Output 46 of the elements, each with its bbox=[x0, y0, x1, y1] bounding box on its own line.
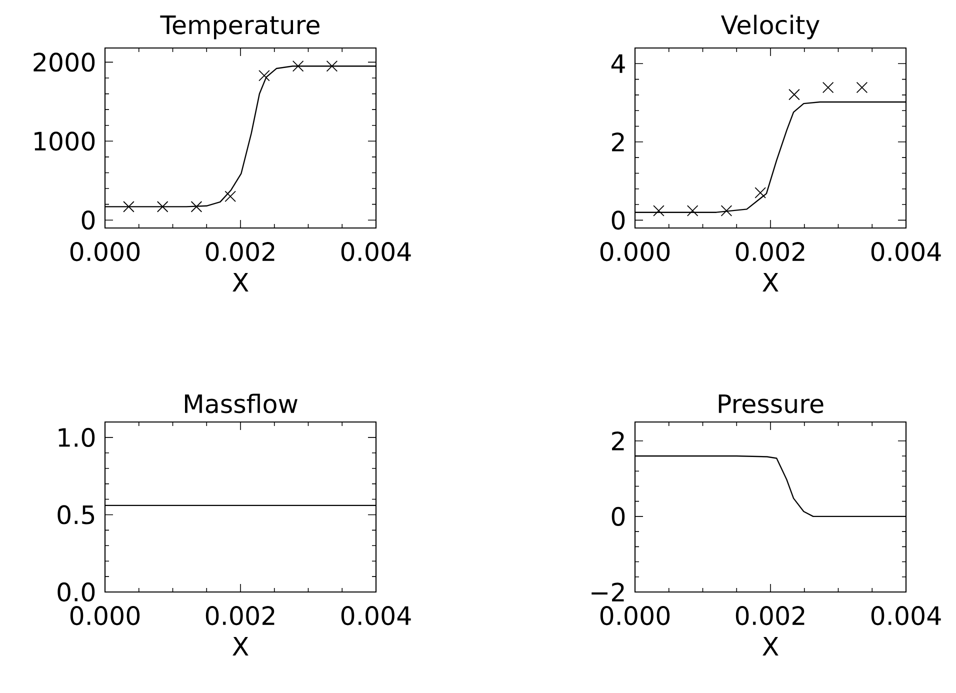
point bbox=[190, 201, 202, 212]
x-tick-label: 0.000 bbox=[600, 606, 670, 626]
point bbox=[822, 82, 834, 94]
point bbox=[123, 201, 134, 212]
point bbox=[653, 205, 664, 216]
x-tick-label: 0.002 bbox=[736, 242, 804, 262]
x-tick-label: 0.002 bbox=[206, 606, 274, 626]
point bbox=[292, 60, 304, 72]
chart-title: Massflow bbox=[185, 394, 298, 414]
y-tick-label: 0 bbox=[612, 506, 625, 526]
x-tick-label: 0.002 bbox=[736, 606, 804, 626]
y-tick-label: 0 bbox=[82, 210, 95, 230]
y-tick-label: 2000 bbox=[34, 52, 95, 72]
x-axis-title: X bbox=[762, 273, 778, 292]
point bbox=[754, 187, 766, 198]
point bbox=[856, 82, 868, 94]
x-tick-label: 0.004 bbox=[871, 242, 941, 262]
point bbox=[258, 70, 270, 82]
point bbox=[156, 201, 168, 212]
y-tick-label: 0 bbox=[612, 210, 625, 230]
x-axis-title: X bbox=[232, 273, 248, 292]
chart-title: Temperature bbox=[160, 16, 320, 40]
y-tick-label: 1000 bbox=[34, 132, 95, 151]
x-axis-title: X bbox=[762, 637, 778, 656]
point bbox=[720, 205, 732, 216]
y-tick-label: 4 bbox=[611, 54, 625, 73]
chart-title: Pressure bbox=[718, 394, 824, 414]
y-tick-label: 2 bbox=[612, 132, 624, 152]
chart-title: Velocity bbox=[721, 14, 820, 40]
y-tick-label: −2 bbox=[592, 582, 624, 602]
x-tick-label: 0.004 bbox=[871, 606, 941, 626]
y-tick-label: 2 bbox=[612, 431, 624, 450]
x-axis-title: X bbox=[232, 637, 248, 656]
y-tick-label: 1.0 bbox=[58, 428, 95, 448]
y-tick-label: 0.5 bbox=[58, 505, 94, 524]
x-tick-label: 0.000 bbox=[600, 242, 670, 262]
point bbox=[326, 60, 338, 72]
point bbox=[788, 88, 800, 100]
y-tick-label: 0.0 bbox=[58, 582, 95, 602]
point bbox=[686, 205, 698, 216]
x-tick-label: 0.002 bbox=[206, 242, 274, 262]
x-tick-label: 0.000 bbox=[70, 606, 140, 626]
x-tick-label: 0.004 bbox=[341, 606, 411, 626]
x-tick-label: 0.000 bbox=[70, 242, 140, 262]
x-tick-label: 0.004 bbox=[341, 242, 411, 262]
point bbox=[224, 190, 236, 202]
